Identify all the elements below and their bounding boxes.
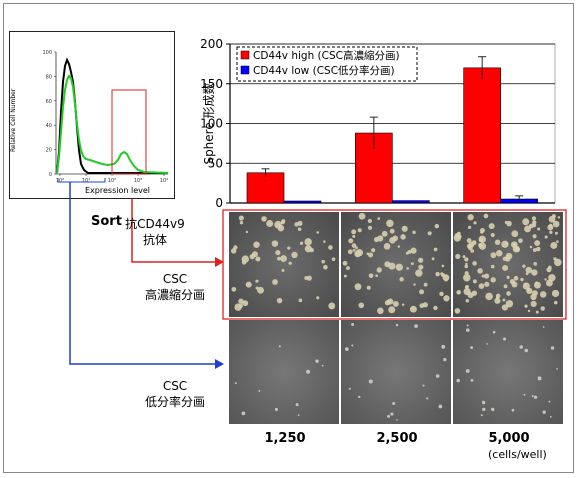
legend-swatch bbox=[240, 65, 250, 75]
histogram-xtick-label: 10⁴ bbox=[160, 178, 168, 184]
antibody-label: 抗CD44v9 抗体 bbox=[120, 216, 190, 248]
histogram-ytick-label: 20 bbox=[46, 148, 52, 154]
low-gate-bracket bbox=[57, 178, 106, 183]
legend-swatch bbox=[240, 50, 250, 60]
flow-histogram-panel: 100 80 60 40 20 0 10⁰ 10¹ 10² 10³ 10⁴ bbox=[9, 31, 175, 199]
antibody-label-line1: 抗CD44v9 bbox=[125, 217, 185, 231]
y-tick-label: 200 bbox=[200, 37, 223, 51]
histogram-xtick-label: 10⁰ bbox=[56, 178, 64, 184]
high-fraction-label: CSC 高濃縮分画 bbox=[130, 271, 220, 303]
histogram-ytick-label: 60 bbox=[46, 99, 52, 105]
cell-spheres bbox=[234, 345, 324, 417]
bar bbox=[392, 200, 430, 204]
low-connector-line bbox=[69, 182, 215, 365]
histogram-xtick-label: 10³ bbox=[134, 178, 142, 184]
high-fraction-line1: CSC bbox=[162, 272, 188, 286]
cell-spheres bbox=[345, 323, 447, 421]
figure-frame bbox=[3, 3, 574, 473]
bar bbox=[463, 67, 501, 204]
high-connector-arrowhead bbox=[215, 257, 224, 267]
low-fraction-label: CSC 低分率分画 bbox=[130, 378, 220, 410]
bar bbox=[283, 200, 322, 204]
cell-spheres bbox=[230, 215, 336, 311]
y-tick-label: 150 bbox=[200, 77, 223, 91]
high-fraction-frame bbox=[222, 209, 567, 320]
cell-spheres bbox=[453, 213, 562, 314]
sort-label: Sort bbox=[91, 214, 122, 229]
units-label: (cells/well) bbox=[488, 448, 547, 461]
high-fraction-photo bbox=[341, 212, 451, 317]
bar bbox=[246, 172, 285, 204]
flow-histogram: 100 80 60 40 20 0 10⁰ 10¹ 10² 10³ 10⁴ bbox=[42, 50, 169, 184]
histogram-xlabel: Expression level bbox=[85, 186, 150, 195]
low-connector-arrowhead bbox=[215, 359, 224, 369]
low-fraction-line2: 低分率分画 bbox=[144, 395, 205, 409]
high-fraction-photo bbox=[229, 212, 339, 317]
histogram-ytick-label: 40 bbox=[46, 123, 52, 129]
high-fraction-line2: 高濃縮分画 bbox=[144, 288, 205, 302]
histogram-xtick-label: 10¹ bbox=[82, 178, 90, 184]
low-fraction-photo bbox=[341, 320, 451, 424]
legend-label: CD44v low (CSC低分率分画) bbox=[253, 64, 395, 77]
legend-label: CD44v high (CSC高濃縮分画) bbox=[253, 49, 400, 62]
category-label: 1,250 bbox=[264, 431, 305, 446]
isotype-curve bbox=[56, 57, 168, 174]
stained-curve bbox=[56, 74, 169, 174]
category-label: 5,000 bbox=[488, 431, 529, 446]
category-label: 2,500 bbox=[376, 431, 417, 446]
low-fraction-line1: CSC bbox=[162, 379, 188, 393]
y-tick-label: 100 bbox=[200, 117, 223, 131]
low-fraction-photo bbox=[229, 320, 339, 424]
histogram-xtick-label: 10² bbox=[108, 178, 116, 184]
antibody-label-line2: 抗体 bbox=[142, 233, 167, 247]
low-fraction-photo bbox=[453, 320, 563, 424]
legend-box bbox=[236, 46, 418, 82]
high-gate-box bbox=[111, 89, 147, 175]
high-fraction-photo bbox=[453, 212, 563, 317]
y-tick-label: 50 bbox=[208, 156, 223, 170]
histogram-ytick-label: 80 bbox=[46, 74, 52, 80]
cell-spheres bbox=[342, 212, 450, 315]
cell-spheres bbox=[456, 324, 558, 418]
y-tick-label: 0 bbox=[215, 196, 223, 210]
y-axis-label: Sphere 形成数 bbox=[201, 82, 216, 164]
histogram-ytick-label: 100 bbox=[42, 50, 52, 56]
high-connector-line bbox=[131, 199, 215, 263]
histogram-ytick-label: 0 bbox=[49, 172, 52, 178]
